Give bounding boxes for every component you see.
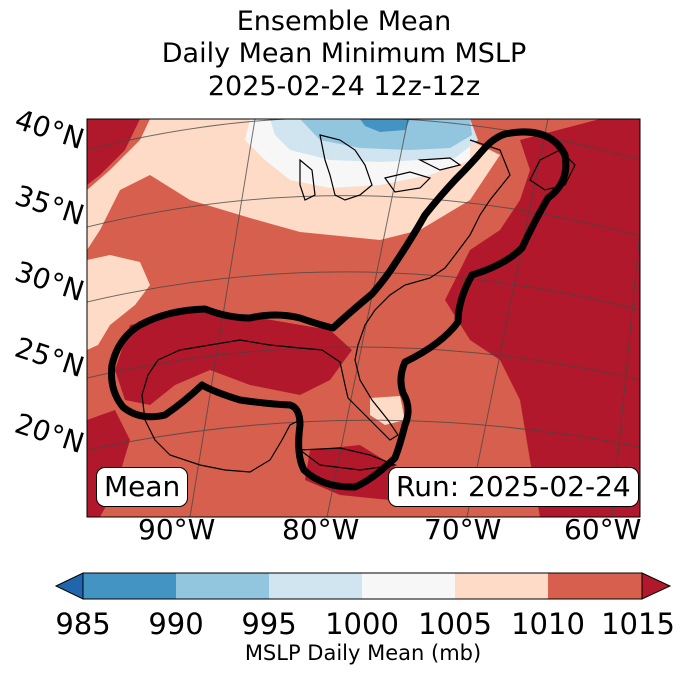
field-1005-1010-west — [87, 255, 150, 350]
lon-label-60w: 60°W — [564, 513, 642, 546]
mean-label-box: Mean — [96, 467, 189, 507]
title-line-2: Daily Mean Minimum MSLP — [161, 38, 527, 69]
title-line-3: 2025-02-24 12z-12z — [207, 71, 481, 102]
colorbar-tick: 1000 — [325, 607, 399, 641]
colorbar-seg-1000-1005 — [362, 573, 455, 599]
field-over-1015-gulf — [115, 310, 352, 405]
colorbar-label: MSLP Daily Mean (mb) — [244, 641, 482, 665]
field-over-1015-east — [445, 119, 640, 517]
run-date-box: Run: 2025-02-24 — [388, 467, 639, 507]
colorbar-extend-low — [54, 572, 84, 600]
coastlines — [141, 134, 576, 483]
colorbar-tick: 1015 — [601, 607, 675, 641]
map-area — [87, 119, 640, 517]
lon-label-90w: 90°W — [138, 513, 216, 546]
contour-outline — [108, 128, 570, 491]
colorbar-extend-high — [641, 572, 672, 600]
colorbar-seg-990-995 — [176, 573, 269, 599]
colorbar-tick: 1005 — [418, 607, 492, 641]
colorbar-tick: 1010 — [511, 607, 585, 641]
colorbar-tick: 995 — [241, 607, 297, 641]
field-985-990 — [360, 119, 410, 132]
colorbar-tick: 985 — [55, 607, 111, 641]
title-line-1: Ensemble Mean — [236, 6, 452, 37]
colorbar-tick: 990 — [148, 607, 204, 641]
lon-label-70w: 70°W — [424, 513, 502, 546]
colorbar-seg-1010-1015 — [548, 573, 642, 599]
field-1005-1010-fl-south — [370, 396, 405, 425]
colorbar — [54, 572, 672, 600]
map-frame — [86, 118, 641, 518]
colorbar-seg-985-990 — [83, 573, 176, 599]
lon-label-80w: 80°W — [282, 513, 360, 546]
graticule — [87, 119, 640, 517]
field-over-1015-northwest — [87, 119, 140, 185]
colorbar-seg-995-1000 — [269, 573, 362, 599]
colorbar-seg-1005-1010 — [455, 573, 548, 599]
